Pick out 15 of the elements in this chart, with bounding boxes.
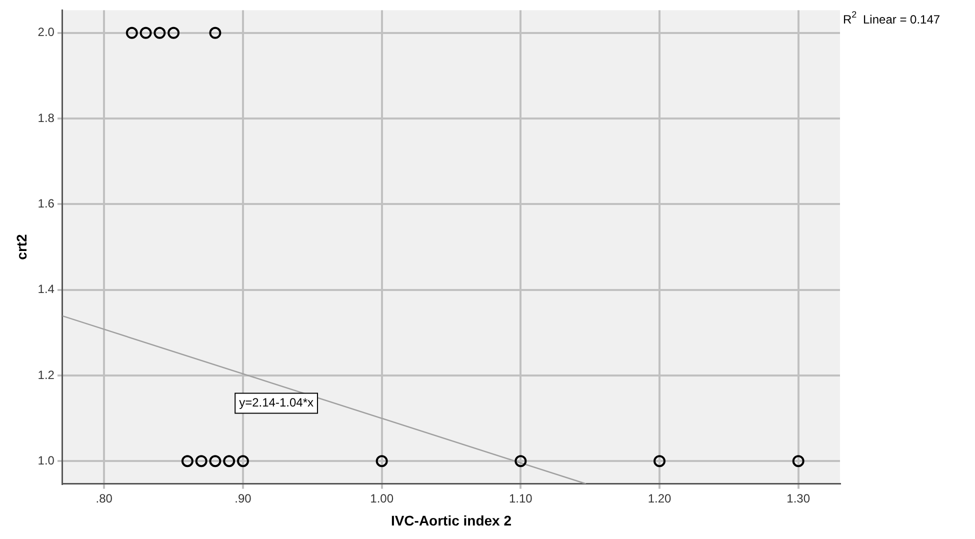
y-tick-label: 1.8 bbox=[38, 110, 55, 125]
x-axis-title: IVC-Aortic index 2 bbox=[390, 512, 512, 528]
y-axis-title: crt2 bbox=[13, 234, 30, 260]
y-tick-label: 1.6 bbox=[38, 196, 55, 210]
x-tick-label: 1.00 bbox=[370, 491, 394, 506]
x-tick-label: .80 bbox=[96, 491, 113, 506]
x-tick-label: 1.30 bbox=[786, 491, 810, 506]
annotation: y=2.14-1.04*x bbox=[239, 396, 314, 410]
y-tick-label: 1.0 bbox=[38, 453, 55, 468]
x-tick-label: .90 bbox=[234, 491, 252, 506]
x-tick-label: 1.10 bbox=[508, 491, 533, 506]
y-tick-label: 2.0 bbox=[38, 25, 55, 40]
y-tick-label: 1.4 bbox=[38, 282, 55, 296]
y-tick-label: 1.2 bbox=[38, 368, 55, 382]
x-tick-label: 1.20 bbox=[648, 491, 672, 506]
